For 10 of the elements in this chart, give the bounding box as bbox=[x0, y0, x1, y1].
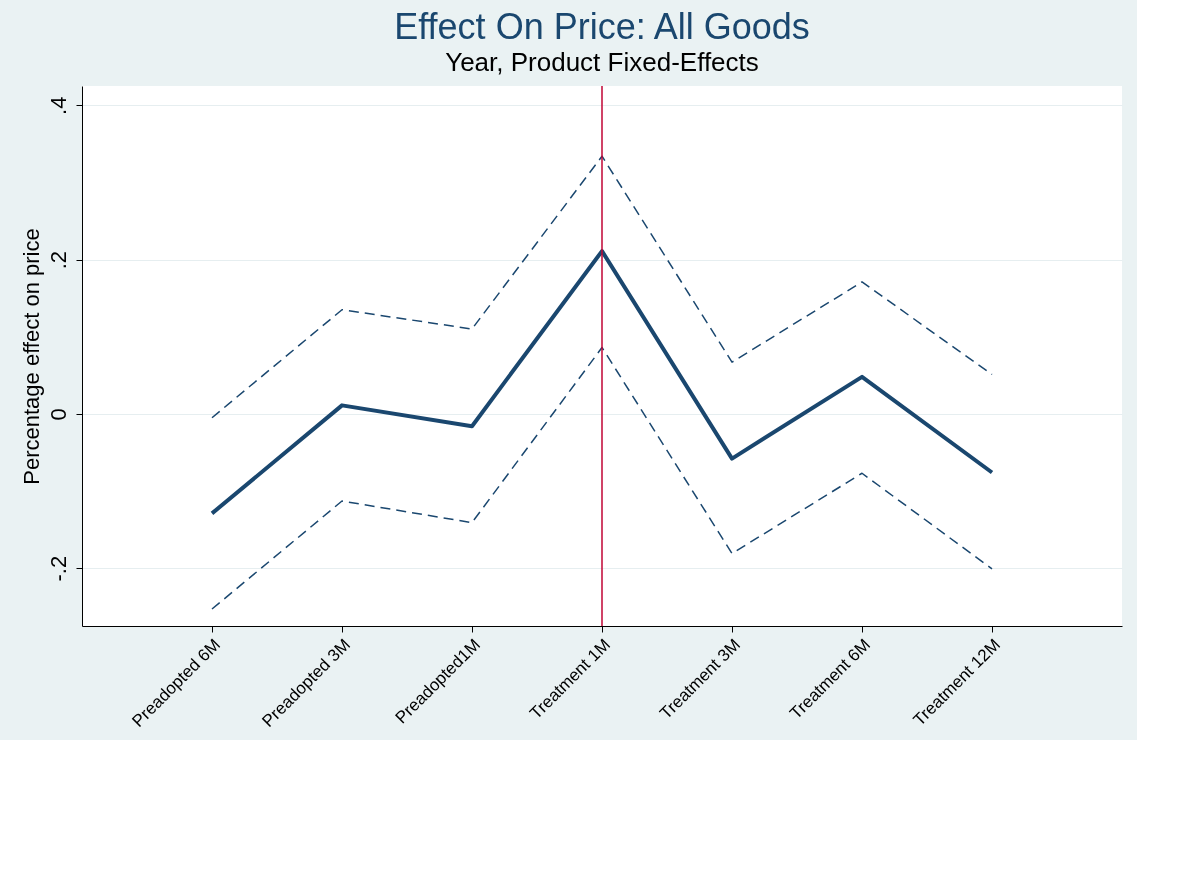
line-series bbox=[211, 346, 993, 610]
y-axis-title: Percentage effect on price bbox=[18, 228, 44, 485]
y-tick-label: .2 bbox=[45, 250, 71, 270]
chart-title: Effect On Price: All Goods bbox=[394, 6, 810, 48]
y-tick-label: .4 bbox=[45, 96, 71, 115]
chart-subtitle: Year, Product Fixed-Effects bbox=[445, 47, 759, 78]
line-series bbox=[210, 249, 994, 516]
y-tick-label: -.2 bbox=[45, 555, 71, 582]
line-series bbox=[211, 155, 993, 419]
y-tick-label: 0 bbox=[45, 408, 71, 421]
